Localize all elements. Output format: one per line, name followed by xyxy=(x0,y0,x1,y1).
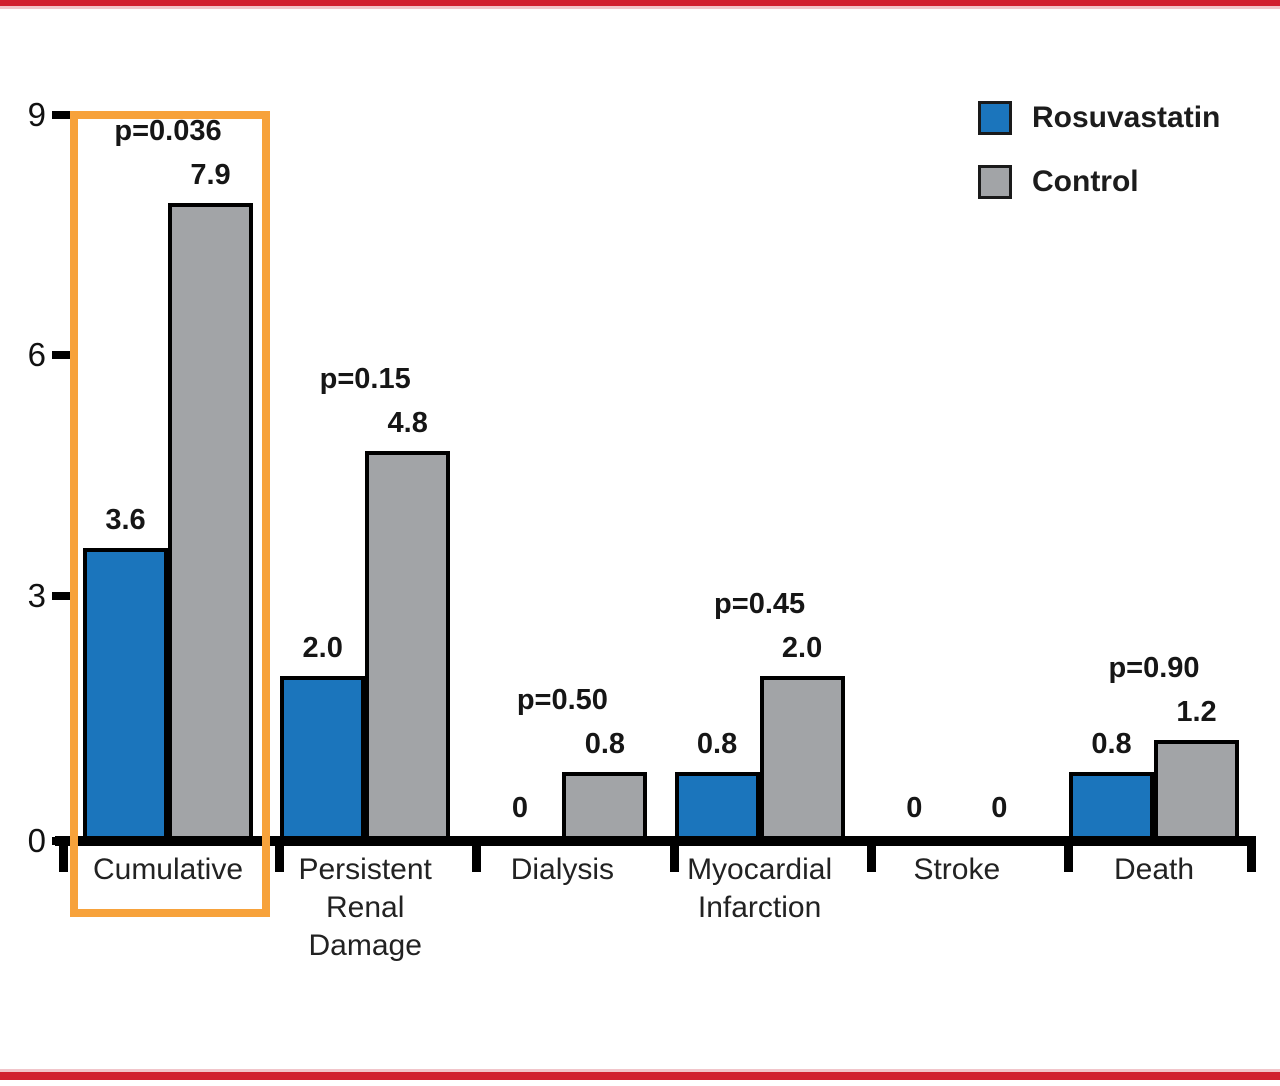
value-label-control-dialysis: 0.8 xyxy=(584,727,626,760)
bar-rosuvastatin-myocardial-infarction xyxy=(674,771,760,841)
category-label-stroke: Stroke xyxy=(825,851,1089,889)
value-label-control-stroke: 0 xyxy=(991,792,1008,824)
value-label-rosuvastatin-myocardial-infarction: 0.8 xyxy=(696,727,738,760)
bottom-rule-accent xyxy=(0,1069,1280,1072)
value-label-rosuvastatin-cumulative: 3.6 xyxy=(105,503,146,536)
x-tick-3 xyxy=(669,836,679,872)
legend-item-control: Control xyxy=(978,162,1220,202)
category-label-line: Dialysis xyxy=(510,853,615,886)
category-label-death: Death xyxy=(1022,851,1280,889)
value-label-rosuvastatin-death: 0.8 xyxy=(1091,727,1132,760)
x-axis-line xyxy=(55,836,1256,846)
value-label-control-cumulative: 7.9 xyxy=(190,159,231,192)
bar-control-cumulative xyxy=(168,203,253,841)
legend-swatch-control xyxy=(978,165,1012,199)
value-label-rosuvastatin-persistent-renal-damage: 2.0 xyxy=(302,631,343,664)
value-label-rosuvastatin-stroke: 0 xyxy=(906,792,923,824)
value-label-control-myocardial-infarction: 2.0 xyxy=(781,631,823,664)
category-label-line: Damage xyxy=(308,929,422,962)
category-label-line: Stroke xyxy=(913,853,1001,886)
p-value-myocardial-infarction: p=0.45 xyxy=(714,587,806,620)
legend-swatch-rosuvastatin xyxy=(978,101,1012,135)
y-tick-mark-6 xyxy=(52,351,72,360)
category-label-myocardial-infarction: Myocardial Infarction xyxy=(628,851,892,927)
p-value-persistent-renal-damage: p=0.15 xyxy=(319,363,411,396)
top-rule-accent xyxy=(0,6,1280,9)
value-label-control-death: 1.2 xyxy=(1176,695,1217,728)
highlight-box-cumulative xyxy=(70,111,270,917)
category-label-cumulative: Cumulative xyxy=(36,851,300,889)
y-tick-label-0: 0 xyxy=(27,822,46,859)
category-label-line: Persistent xyxy=(298,853,432,886)
p-value-cumulative: p=0.036 xyxy=(114,115,222,148)
x-tick-6 xyxy=(1246,836,1256,872)
bottom-rule-line xyxy=(0,1072,1280,1080)
p-value-death: p=0.90 xyxy=(1108,651,1200,684)
bar-rosuvastatin-persistent-renal-damage xyxy=(280,675,366,841)
category-label-dialysis: Dialysis xyxy=(430,851,694,889)
x-tick-4 xyxy=(866,836,876,872)
bar-control-myocardial-infarction xyxy=(759,675,845,841)
legend: Rosuvastatin Control xyxy=(978,98,1220,226)
category-label-line: Death xyxy=(1113,853,1195,886)
bar-control-death xyxy=(1154,739,1239,841)
x-tick-5 xyxy=(1063,836,1073,872)
legend-label-control: Control xyxy=(1032,165,1139,198)
top-rule-line xyxy=(0,0,1280,6)
category-label-line: Renal xyxy=(325,891,405,924)
x-tick-1 xyxy=(275,836,285,872)
category-label-line: Myocardial xyxy=(687,853,833,886)
x-tick-2 xyxy=(472,836,482,872)
legend-item-rosuvastatin: Rosuvastatin xyxy=(978,98,1220,138)
y-tick-label-6: 6 xyxy=(27,336,46,374)
value-label-control-persistent-renal-damage: 4.8 xyxy=(387,407,428,440)
category-label-line: Cumulative xyxy=(92,853,244,886)
legend-label-rosuvastatin: Rosuvastatin xyxy=(1032,101,1221,134)
bar-rosuvastatin-cumulative xyxy=(83,547,168,841)
y-tick-label-3: 3 xyxy=(27,576,46,614)
x-tick-0 xyxy=(58,836,68,872)
y-tick-mark-9 xyxy=(52,111,72,119)
y-tick-label-9: 9 xyxy=(27,96,46,133)
bar-control-persistent-renal-damage xyxy=(365,451,451,841)
p-value-dialysis: p=0.50 xyxy=(516,683,608,716)
bar-rosuvastatin-death xyxy=(1069,771,1154,841)
y-tick-mark-3 xyxy=(52,591,72,600)
category-label-line: Infarction xyxy=(697,891,822,924)
category-label-persistent-renal-damage: Persistent Renal Damage xyxy=(233,851,497,965)
value-label-rosuvastatin-dialysis: 0 xyxy=(511,792,528,824)
